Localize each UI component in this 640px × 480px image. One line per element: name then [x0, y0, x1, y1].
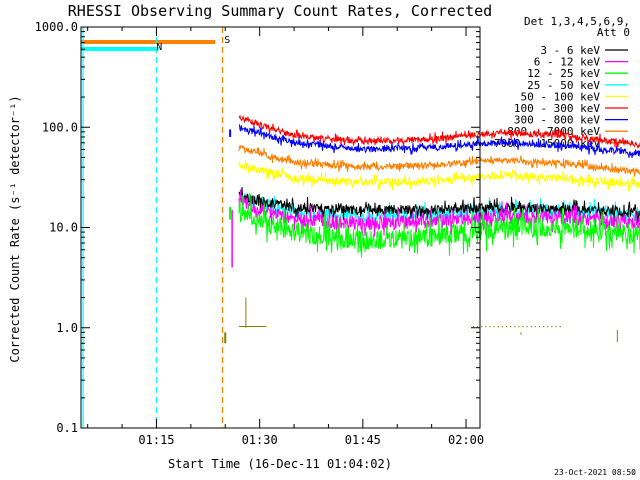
flag-label-s: S [224, 35, 230, 46]
series-point [551, 325, 553, 328]
series-line [238, 115, 640, 149]
flag-label-n: N [156, 42, 162, 53]
series-point [489, 325, 491, 328]
series-line [238, 159, 640, 192]
series-point [522, 325, 524, 328]
plot-content: NS [81, 27, 640, 428]
y-axis: 0.1 1.0 10.0 100.0 1000.0 [35, 20, 480, 435]
series-point [538, 325, 541, 328]
legend-label: 300 - 800 keV [514, 114, 600, 127]
series-line [238, 193, 640, 258]
x-tick-label: 01:15 [138, 433, 174, 447]
x-tick-label: 02:00 [448, 433, 484, 447]
series-point [472, 325, 475, 328]
series-point [514, 325, 516, 328]
series-point [481, 325, 483, 328]
series-line [238, 189, 640, 238]
series-point [559, 325, 561, 328]
legend-label: 100 - 300 keV [514, 102, 600, 115]
series-line [238, 144, 640, 177]
series-line [238, 186, 640, 224]
legend-header-line-2: Att 0 [597, 26, 630, 39]
series-point [518, 325, 520, 328]
series-point [543, 325, 545, 328]
series-point [547, 325, 549, 328]
x-tick-label: 01:30 [242, 433, 278, 447]
legend-label: 3 - 6 keV [540, 44, 600, 57]
series-point [510, 325, 512, 328]
series-point [497, 325, 499, 328]
series-point [477, 325, 479, 328]
series-point [485, 325, 487, 328]
y-tick-label: 0.1 [56, 421, 78, 435]
legend-header-line-1: Det 1,3,4,5,6,9, [524, 15, 630, 28]
chart-title: RHESSI Observing Summary Count Rates, Co… [68, 2, 492, 20]
series-point [505, 325, 508, 328]
y-tick-label: 1.0 [56, 321, 78, 335]
y-tick-label: 100.0 [42, 120, 78, 134]
y-tick-label: 1000.0 [35, 20, 78, 34]
legend-label: 12 - 25 keV [527, 67, 600, 80]
x-tick-label: 01:45 [345, 433, 381, 447]
footer-date: 23-Oct-2021 08:50 [554, 468, 636, 477]
series-point [555, 325, 557, 328]
series-point [493, 325, 495, 328]
legend-label: 6 - 12 keV [534, 56, 601, 69]
series-point [526, 325, 528, 328]
series-point [530, 325, 532, 328]
flag-bar-s-left [81, 40, 216, 44]
y-tick-label: 10.0 [49, 221, 78, 235]
flag-bar-n-left [81, 47, 159, 51]
y-axis-label: Corrected Count Rate (s⁻¹ detector⁻¹) [8, 95, 22, 362]
x-axis: 01:15 01:30 01:45 02:00 [87, 27, 484, 447]
series-point [501, 325, 503, 328]
x-axis-label: Start Time (16-Dec-11 01:04:02) [168, 457, 392, 471]
series-point [534, 325, 537, 328]
legend-label: 25 - 50 keV [527, 79, 600, 92]
legend-label: 50 - 100 keV [521, 90, 601, 103]
series-line [239, 124, 640, 158]
